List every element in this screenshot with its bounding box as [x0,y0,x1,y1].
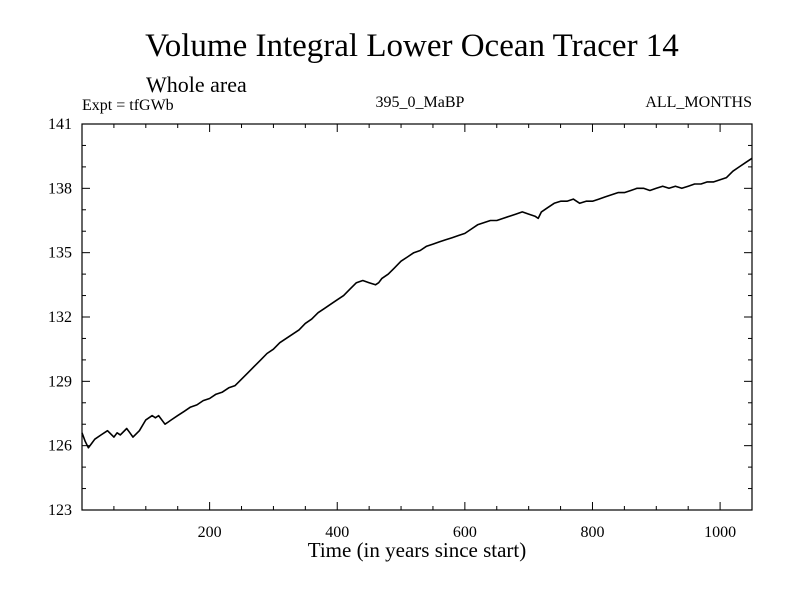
months-label: ALL_MONTHS [645,94,752,111]
run-label: 395_0_MaBP [376,94,465,111]
x-tick-label: 200 [198,524,222,541]
x-tick-label: 800 [580,524,604,541]
series-line [81,157,753,449]
x-axis-label: Time (in years since start) [308,538,527,562]
plot-frame [81,123,753,511]
chart-title: Volume Integral Lower Ocean Tracer 14 [145,28,679,64]
y-tick-label: 141 [48,116,72,133]
y-tick-label: 135 [48,245,72,262]
x-tick-label: 600 [453,524,477,541]
x-tick-label: 400 [325,524,349,541]
y-tick-label: 132 [48,309,72,326]
y-tick-label: 138 [48,180,72,197]
y-tick-label: 126 [48,438,72,455]
y-tick-label: 129 [48,373,72,390]
axis-ticks [82,123,752,511]
y-tick-label: 123 [48,502,72,519]
chart-subtitle: Whole area [146,72,247,97]
x-tick-label: 1000 [704,524,736,541]
tick-labels: 200 400 600 800 1000 123 126 129 132 135 138 141 [48,116,736,541]
experiment-label: Expt = tfGWb [82,97,174,114]
